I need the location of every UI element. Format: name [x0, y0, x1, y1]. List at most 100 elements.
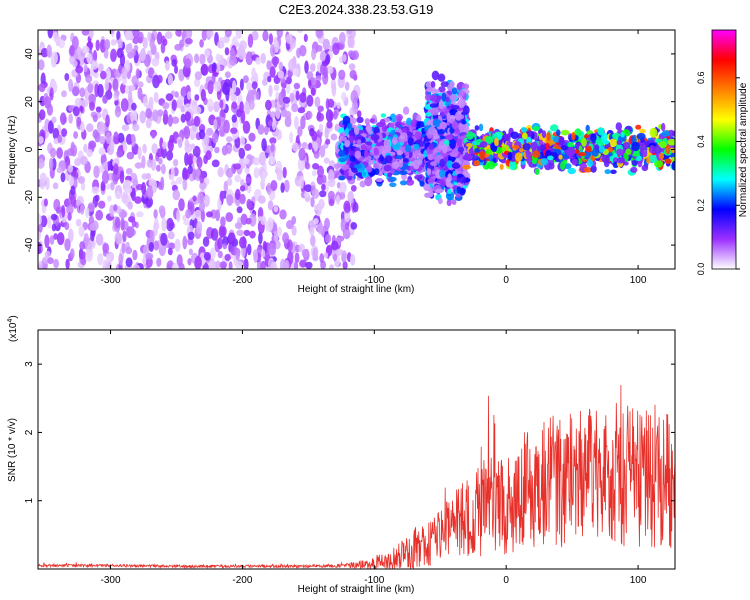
spectrogram-cell — [70, 248, 75, 259]
spectrogram-cell — [445, 170, 453, 176]
spectrogram-cell — [299, 45, 307, 57]
spectrogram-cell — [495, 147, 503, 154]
snr-x-tick-label: -100 — [364, 575, 384, 586]
spectrogram-cell — [249, 213, 257, 227]
spectrogram-cell — [355, 172, 364, 177]
spectrogram-cell — [314, 204, 321, 211]
spectrogram-cell — [234, 222, 243, 230]
spectrogram-cell — [456, 138, 463, 147]
spectrogram-cell — [110, 181, 115, 191]
spectrogram-cell — [153, 209, 158, 219]
spectrogram-cell — [317, 222, 324, 235]
spectrogram-cell — [200, 63, 209, 76]
spectrogram-cell — [277, 70, 285, 79]
spectrogram-cell — [134, 196, 142, 204]
spectrogram-cell — [176, 209, 181, 223]
spectrogram-cell — [208, 260, 215, 269]
spectrogram-cell — [139, 49, 146, 62]
spectrogram-cell — [315, 30, 324, 39]
spectrogram-cell — [571, 132, 576, 141]
spectrogram-cell — [38, 241, 42, 254]
spectrogram-cell — [303, 33, 308, 43]
spectrogram-cell — [217, 250, 223, 259]
spectrogram-cell — [130, 133, 136, 143]
spectrogram-cell — [671, 160, 675, 171]
spectrogram-cell — [306, 71, 314, 81]
spectrogram-cell — [217, 197, 222, 212]
spectrogram-cell — [560, 161, 566, 171]
spectrogram-cell — [121, 67, 128, 80]
spectrogram-cell — [388, 176, 397, 182]
spectrogram-cell — [102, 259, 108, 269]
spectrogram-cell — [193, 115, 201, 127]
spectrogram-cell — [146, 185, 154, 199]
spectrogram-cell — [295, 90, 300, 101]
spectrogram-cell — [92, 129, 99, 139]
spectrogram-cell — [104, 78, 110, 92]
spectrogram-cell — [131, 102, 137, 111]
spectrogram-cell — [270, 143, 275, 152]
spectrogram-cell — [532, 150, 541, 158]
spectrogram-cell — [456, 173, 464, 178]
spectrogram-cell — [659, 152, 665, 160]
spectrogram-cell — [87, 202, 96, 213]
spectrogram-cell — [246, 198, 252, 210]
spectrogram-cell — [97, 253, 104, 266]
spectrogram-cell — [172, 189, 181, 201]
spectrogram-cell — [292, 68, 300, 77]
spectrogram-cell — [51, 116, 57, 124]
snr-y-multiplier-exponent: 4 — [7, 319, 14, 323]
spectrogram-cell — [277, 226, 282, 237]
spectrogram-cell — [231, 101, 238, 110]
spectrogram-cell — [192, 145, 201, 158]
spectrogram-cell — [51, 223, 57, 232]
spectrogram-cell — [180, 86, 188, 98]
snr-x-tick-label: -200 — [232, 575, 252, 586]
spectrogram-cell — [163, 109, 168, 122]
spectrogram-cell — [105, 131, 111, 145]
spectrogram-cell — [251, 30, 259, 41]
spectrogram-cell — [426, 167, 432, 176]
spectrogram-cell — [461, 120, 467, 125]
spectrogram-cell — [342, 261, 348, 269]
spectrogram-cell — [336, 249, 344, 256]
spectrogram-cell — [110, 48, 117, 62]
spectrogram-cell — [399, 135, 405, 140]
spectrogram-cell — [70, 195, 76, 207]
spectrogram-cell — [661, 130, 670, 137]
spectrogram-cell — [184, 103, 193, 115]
spectrogram-cell — [311, 170, 317, 177]
spectrogram-cell — [224, 253, 231, 262]
spectrogram-cell — [85, 207, 90, 218]
spectrogram-cell — [183, 125, 191, 140]
spectrogram-cell — [455, 114, 465, 120]
spectrogram-cell — [350, 90, 359, 104]
spectrogram-cell — [356, 116, 364, 124]
spectrogram-cell — [340, 218, 346, 232]
spectrogram-cell — [244, 143, 252, 151]
spectrogram-cell — [348, 130, 355, 137]
spectrogram-cell — [68, 78, 74, 92]
spectrogram-cell — [83, 233, 90, 246]
spectrogram-cell — [432, 119, 442, 127]
spectrogram-cell — [380, 113, 387, 118]
spectrogram-cell — [194, 53, 200, 64]
spectrogram-cell — [153, 91, 159, 103]
spectrogram-cell — [115, 216, 121, 229]
spectrogram-cell — [255, 57, 262, 65]
spectrogram-cell — [320, 50, 326, 62]
spectrogram-cell — [47, 120, 54, 134]
spectrogram-cell — [72, 59, 78, 68]
spectrogram-cell — [269, 66, 276, 78]
spectrogram-cell — [114, 232, 122, 245]
spectrogram-cell — [170, 166, 175, 181]
spectrogram-cell — [105, 67, 111, 81]
chart-title: C2E3.2024.338.23.53.G19 — [279, 2, 434, 17]
spectrogram-cell — [293, 82, 301, 90]
spectrogram-cell — [141, 182, 147, 195]
spectrogram-cell — [217, 237, 223, 250]
spectrogram-cell — [236, 206, 243, 214]
spectrogram-cell — [331, 83, 337, 97]
spectrogram-cell — [139, 110, 146, 124]
spectrogram-cell — [146, 172, 152, 180]
